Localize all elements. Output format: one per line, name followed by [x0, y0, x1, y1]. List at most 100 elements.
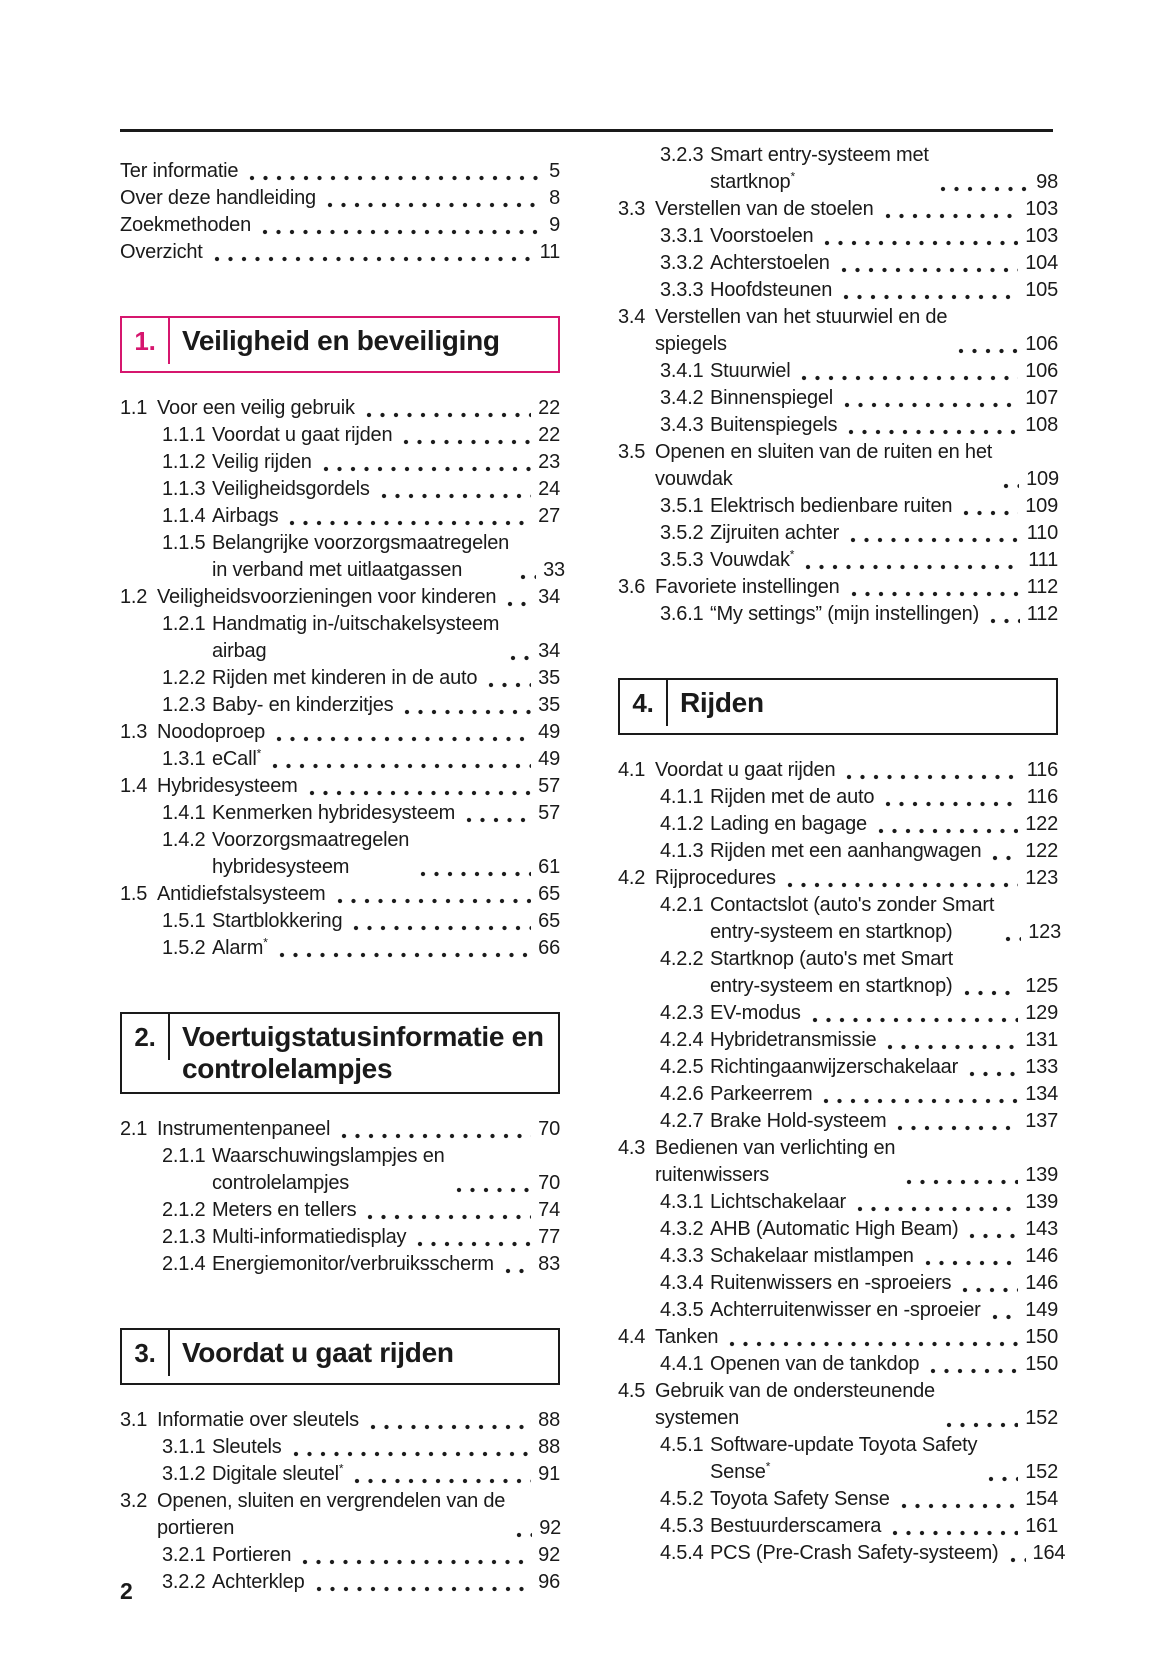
- toc-entry[interactable]: 4.2.6 Parkeerrem 134: [618, 1081, 1058, 1108]
- dot-leader: [306, 773, 532, 800]
- dot-leader: [367, 1407, 532, 1434]
- toc-entry[interactable]: 3.5.2 Zijruiten achter 110: [618, 520, 1058, 547]
- section-number: 1.: [134, 326, 156, 356]
- toc-entry[interactable]: 4.5.1 Software-update Toyota Safety Sense…: [618, 1432, 1058, 1486]
- dot-leader: [809, 1000, 1019, 1027]
- toc-entry[interactable]: 1.1 Voor een veilig gebruik 22: [120, 395, 560, 422]
- toc-entry[interactable]: 4.3 Bedienen van verlichting en ruitenwis…: [618, 1135, 1058, 1189]
- toc-entry[interactable]: 3.6.1 “My settings” (mijn instellingen) 11…: [618, 601, 1058, 628]
- toc-entry[interactable]: 3.3.1 Voorstoelen 103: [618, 223, 1058, 250]
- toc-entry-page: 116: [1026, 759, 1058, 781]
- toc-entry[interactable]: 3.4 Verstellen van het stuurwiel en de sp…: [618, 304, 1058, 358]
- toc-entry[interactable]: 4.1.2 Lading en bagage 122: [618, 811, 1058, 838]
- toc-entry[interactable]: 1.2.3 Baby- en kinderzitjes 35: [120, 692, 560, 719]
- toc-entry[interactable]: 4.4.1 Openen van de tankdop 150: [618, 1351, 1058, 1378]
- dot-leader: [956, 331, 1019, 358]
- toc-entry-number: 3.5.3: [660, 549, 704, 571]
- toc-entry[interactable]: 2.1.4 Energiemonitor/verbruiksscherm 83: [120, 1251, 560, 1278]
- toc-entry[interactable]: 4.2.4 Hybridetransmissie 131: [618, 1027, 1058, 1054]
- toc-entry[interactable]: 4.5.4 PCS (Pre-Crash Safety-systeem) 164: [618, 1540, 1065, 1567]
- toc-entry[interactable]: 3.2 Openen, sluiten en vergrendelen van d…: [120, 1488, 562, 1542]
- toc-entry-label: Noodoproep: [157, 721, 266, 743]
- toc-entry[interactable]: 1.5 Antidiefstalsysteem 65: [120, 881, 560, 908]
- toc-entry-label: Rijden met een aanhangwagen: [710, 840, 982, 862]
- toc-entry-number: 1.4.1: [162, 802, 206, 824]
- toc-entry[interactable]: 1.1.4 Airbags 27: [120, 503, 560, 530]
- toc-entry-label: Veiligheidsgordels: [212, 478, 370, 500]
- toc-entry[interactable]: 1.1.2 Veilig rijden 23: [120, 449, 560, 476]
- toc-entry[interactable]: 1.5.2 Alarm* 66: [120, 935, 560, 962]
- toc-entry[interactable]: 4.2.5 Richtingaanwijzerschakelaar 133: [618, 1054, 1058, 1081]
- toc-entry[interactable]: 2.1.1 Waarschuwingslampjes en controlelam…: [120, 1143, 560, 1197]
- toc-entry[interactable]: Ter informatie 5: [120, 158, 560, 185]
- toc-entry[interactable]: 3.4.3 Buitenspiegels 108: [618, 412, 1058, 439]
- toc-entry[interactable]: 4.3.1 Lichtschakelaar 139: [618, 1189, 1058, 1216]
- toc-entry[interactable]: 4.3.3 Schakelaar mistlampen 146: [618, 1243, 1058, 1270]
- toc-entry[interactable]: 3.6 Favoriete instellingen 112: [618, 574, 1058, 601]
- toc-entry[interactable]: 4.3.2 AHB (Automatic High Beam) 143: [618, 1216, 1058, 1243]
- toc-entry[interactable]: 1.2.1 Handmatig in-/uitschakelsysteem air…: [120, 611, 560, 665]
- toc-entry[interactable]: 4.2.2 Startknop (auto's met Smart entry-s…: [618, 946, 1058, 1000]
- toc-entry[interactable]: 1.4 Hybridesysteem 57: [120, 773, 560, 800]
- toc-entry[interactable]: 1.3 Noodoproep 49: [120, 719, 560, 746]
- toc-entry[interactable]: 4.2.1 Contactslot (auto's zonder Smart en…: [618, 892, 1061, 946]
- dot-leader: [363, 395, 532, 422]
- toc-entry[interactable]: 4.5.3 Bestuurderscamera 161: [618, 1513, 1058, 1540]
- dot-leader: [784, 865, 1019, 892]
- toc-entry[interactable]: 1.2 Veiligheidsvoorzieningen voor kindere…: [120, 584, 560, 611]
- toc-entry[interactable]: 4.3.5 Achterruitenwisser en -sproeier 149: [618, 1297, 1058, 1324]
- toc-entry[interactable]: Over deze handleiding 8: [120, 185, 560, 212]
- toc-entry[interactable]: 4.1 Voordat u gaat rijden 116: [618, 757, 1058, 784]
- toc-entry[interactable]: 3.5 Openen en sluiten van de ruiten en he…: [618, 439, 1059, 493]
- toc-entry[interactable]: 1.4.2 Voorzorgsmaatregelen hybridesysteem…: [120, 827, 560, 881]
- toc-entry[interactable]: 3.3 Verstellen van de stoelen 103: [618, 196, 1058, 223]
- toc-entry[interactable]: 3.1.1 Sleutels 88: [120, 1434, 560, 1461]
- toc-entry[interactable]: 2.1.2 Meters en tellers 74: [120, 1197, 560, 1224]
- toc-entry-page: 22: [538, 397, 560, 419]
- toc-entry-number: 4.1: [618, 759, 646, 781]
- toc-entry[interactable]: 3.4.1 Stuurwiel 106: [618, 358, 1058, 385]
- toc-entry[interactable]: 3.3.2 Achterstoelen 104: [618, 250, 1058, 277]
- toc-entry-page: 125: [1025, 975, 1058, 997]
- toc-entry-page: 122: [1025, 840, 1058, 862]
- toc-entry[interactable]: 3.2.3 Smart entry-systeem met startknop* 9…: [618, 142, 1058, 196]
- toc-entry[interactable]: 1.2.2 Rijden met kinderen in de auto 35: [120, 665, 560, 692]
- toc-entry[interactable]: 3.2.2 Achterklep 96: [120, 1569, 560, 1596]
- toc-entry[interactable]: 2.1 Instrumentenpaneel 70: [120, 1116, 560, 1143]
- toc-entry[interactable]: 4.4 Tanken 150: [618, 1324, 1058, 1351]
- toc-entry[interactable]: 3.5.3 Vouwdak* 111: [618, 547, 1058, 574]
- toc-entry[interactable]: 1.1.3 Veiligheidsgordels 24: [120, 476, 560, 503]
- toc-entry[interactable]: 4.5 Gebruik van de ondersteunende systeme…: [618, 1378, 1058, 1432]
- toc-entry[interactable]: 3.5.1 Elektrisch bedienbare ruiten 109: [618, 493, 1058, 520]
- toc-entry[interactable]: 1.5.1 Startblokkering 65: [120, 908, 560, 935]
- toc-entry[interactable]: 3.2.1 Portieren 92: [120, 1542, 560, 1569]
- toc-entry[interactable]: Overzicht 11: [120, 239, 560, 266]
- toc-entry-label: Kenmerken hybridesysteem: [212, 802, 456, 824]
- toc-entry[interactable]: 2.1.3 Multi-informatiedisplay 77: [120, 1224, 560, 1251]
- toc-entry[interactable]: 4.2.7 Brake Hold-systeem 137: [618, 1108, 1058, 1135]
- toc-entry-page: 106: [1025, 360, 1058, 382]
- dot-leader: [290, 1434, 532, 1461]
- toc-entry[interactable]: 3.4.2 Binnenspiegel 107: [618, 385, 1058, 412]
- toc-entry-page: 92: [539, 1517, 562, 1539]
- toc-column-right: 3.2.3 Smart entry-systeem met startknop* 9…: [618, 142, 1065, 1567]
- toc-entry[interactable]: 4.2.3 EV-modus 129: [618, 1000, 1058, 1027]
- toc-entry[interactable]: 1.4.1 Kenmerken hybridesysteem 57: [120, 800, 560, 827]
- toc-entry[interactable]: 3.1.2 Digitale sleutel* 91: [120, 1461, 560, 1488]
- toc-entry-label: Lichtschakelaar: [710, 1191, 846, 1213]
- toc-entry[interactable]: 3.1 Informatie over sleutels 88: [120, 1407, 560, 1434]
- toc-entry[interactable]: 3.3.3 Hoofdsteunen 105: [618, 277, 1058, 304]
- toc-entry[interactable]: 1.3.1 eCall* 49: [120, 746, 560, 773]
- toc-entry-label: Instrumentenpaneel: [157, 1118, 331, 1140]
- dot-leader: [928, 1351, 1019, 1378]
- toc-entry[interactable]: 4.2 Rijprocedures 123: [618, 865, 1058, 892]
- toc-entry[interactable]: Zoekmethoden 9: [120, 212, 560, 239]
- toc-entry[interactable]: 4.5.2 Toyota Safety Sense 154: [618, 1486, 1058, 1513]
- toc-entry-number: 4.4.1: [660, 1353, 704, 1375]
- toc-entry[interactable]: 1.1.5 Belangrijke voorzorgsmaatregelen in…: [120, 530, 565, 584]
- toc-entry[interactable]: 4.3.4 Ruitenwissers en -sproeiers 146: [618, 1270, 1058, 1297]
- dot-leader: [486, 665, 532, 692]
- toc-entry[interactable]: 4.1.3 Rijden met een aanhangwagen 122: [618, 838, 1058, 865]
- toc-entry[interactable]: 1.1.1 Voordat u gaat rijden 22: [120, 422, 560, 449]
- toc-entry[interactable]: 4.1.1 Rijden met de auto 116: [618, 784, 1058, 811]
